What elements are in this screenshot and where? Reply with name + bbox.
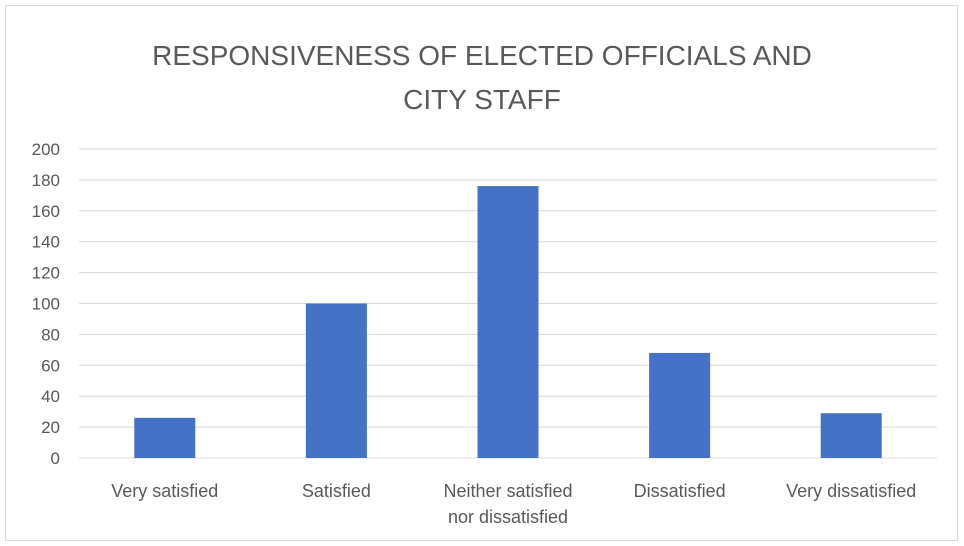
bar	[477, 186, 539, 458]
y-tick-label: 80	[41, 325, 60, 344]
y-tick-label: 140	[32, 233, 60, 252]
bar	[134, 417, 196, 458]
y-tick-label: 180	[32, 171, 60, 190]
bars	[134, 186, 882, 458]
y-tick-label: 40	[41, 387, 60, 406]
y-tick-label: 100	[32, 295, 60, 314]
y-tick-label: 60	[41, 356, 60, 375]
x-category-label: Satisfied	[302, 481, 371, 501]
y-tick-label: 0	[51, 449, 60, 468]
y-tick-label: 20	[41, 418, 60, 437]
x-category-label: Dissatisfied	[634, 481, 726, 501]
x-category-label: Neither satisfied nor dissatisfied	[443, 481, 572, 527]
y-tick-label: 120	[32, 264, 60, 283]
chart-title-line-1: RESPONSIVENESS OF ELECTED OFFICIALS AND	[152, 40, 812, 71]
bar	[820, 413, 882, 458]
y-tick-label: 200	[32, 140, 60, 159]
x-category-label: Very satisfied	[111, 481, 218, 501]
y-tick-label: 160	[32, 202, 60, 221]
x-category-label: Very dissatisfied	[786, 481, 916, 501]
chart-title-line-2: CITY STAFF	[403, 84, 561, 115]
x-axis-labels: Very satisfied Satisfied Neither satisfied…	[111, 481, 916, 527]
chart-title: RESPONSIVENESS OF ELECTED OFFICIALS AND …	[0, 34, 964, 122]
bar	[649, 352, 711, 458]
y-axis-ticks: 0 20 40 60 80 100 120 140 160 180 200	[32, 140, 60, 468]
bar	[305, 303, 367, 458]
